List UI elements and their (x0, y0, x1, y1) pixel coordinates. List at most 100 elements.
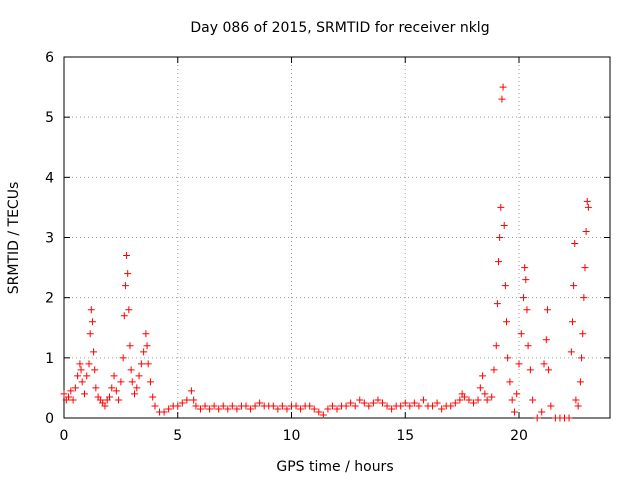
data-point (125, 306, 133, 314)
data-point (297, 405, 305, 413)
data-point (578, 354, 586, 362)
data-point (406, 402, 414, 410)
data-point (465, 396, 473, 404)
data-point (533, 414, 541, 422)
data-point (504, 354, 512, 362)
data-point (383, 402, 391, 410)
data-point (433, 399, 441, 407)
data-point (419, 396, 427, 404)
data-point (91, 366, 99, 374)
data-point (547, 402, 555, 410)
data-point (215, 405, 223, 413)
data-point (80, 390, 88, 398)
data-point (538, 408, 546, 416)
data-point (581, 264, 589, 272)
data-point (119, 354, 127, 362)
data-point (571, 240, 579, 248)
data-point (85, 360, 93, 368)
data-point (140, 348, 148, 356)
data-point (451, 399, 459, 407)
data-point (183, 396, 191, 404)
data-point (479, 372, 487, 380)
data-point (570, 282, 578, 290)
data-point (77, 366, 85, 374)
data-point (565, 414, 573, 422)
data-point (438, 405, 446, 413)
data-point (513, 390, 521, 398)
data-point (498, 95, 506, 103)
data-point (144, 360, 152, 368)
data-point (135, 372, 143, 380)
data-point (543, 306, 551, 314)
data-point (315, 408, 323, 416)
chart-title: Day 086 of 2015, SRMTID for receiver nkl… (190, 20, 489, 36)
data-point (415, 402, 423, 410)
data-point (124, 270, 132, 278)
data-point (347, 399, 355, 407)
data-point (580, 294, 588, 302)
data-point (110, 372, 118, 380)
data-point (88, 318, 96, 326)
data-point (356, 396, 364, 404)
data-point (572, 396, 580, 404)
data-point (474, 396, 482, 404)
data-point (496, 234, 504, 241)
data-point (115, 396, 123, 404)
data-point (526, 366, 534, 374)
data-point (190, 396, 198, 404)
y-tick-label: 6 (45, 50, 54, 66)
data-points (60, 83, 592, 422)
y-tick-label: 0 (45, 411, 54, 427)
data-point (583, 197, 591, 205)
data-point (256, 399, 264, 407)
data-point (492, 342, 500, 350)
data-point (108, 384, 116, 392)
data-point (131, 390, 139, 398)
data-point (447, 402, 455, 410)
data-point (342, 402, 350, 410)
data-point (306, 402, 314, 410)
data-point (523, 306, 531, 314)
data-point (133, 384, 141, 392)
data-point (126, 342, 134, 350)
data-point (219, 402, 227, 410)
data-point (579, 330, 587, 338)
data-point (365, 402, 373, 410)
data-point (328, 402, 336, 410)
data-point (502, 318, 510, 326)
data-point (74, 372, 82, 380)
data-point (83, 372, 91, 380)
y-tick-label: 4 (45, 170, 54, 186)
data-point (233, 405, 241, 413)
data-point (210, 402, 218, 410)
data-point (117, 378, 125, 386)
x-tick-label: 20 (510, 428, 528, 444)
data-point (410, 399, 418, 407)
data-point (120, 312, 128, 320)
data-point (247, 405, 255, 413)
x-tick-label: 0 (60, 428, 69, 444)
data-point (500, 221, 508, 229)
data-point (127, 366, 135, 374)
data-point (160, 408, 168, 416)
data-point (506, 378, 514, 386)
data-point (206, 405, 214, 413)
data-point (197, 405, 204, 413)
data-point (67, 387, 75, 395)
data-point (540, 360, 548, 368)
data-point (488, 393, 496, 401)
data-point (146, 378, 154, 386)
data-point (269, 402, 277, 410)
data-point (187, 387, 195, 395)
data-point (397, 402, 405, 410)
data-point (228, 402, 236, 410)
data-point (283, 405, 291, 413)
data-point (149, 393, 157, 401)
data-point (379, 399, 386, 407)
data-point (101, 402, 109, 410)
data-point (476, 384, 484, 392)
data-point (576, 378, 584, 386)
data-point (501, 282, 509, 290)
data-point (568, 318, 576, 326)
data-point (520, 294, 528, 302)
